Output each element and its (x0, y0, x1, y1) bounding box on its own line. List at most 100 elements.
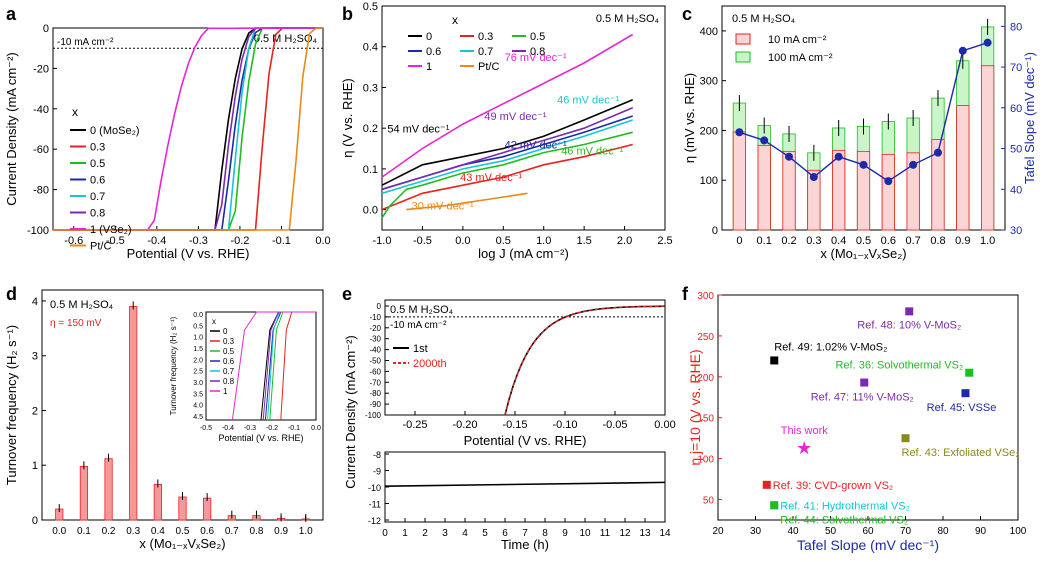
panel-a-x-ticklabel: -0.4 (147, 235, 166, 247)
panel-b-x-ticklabel: -1.0 (373, 235, 392, 247)
panel-c-bar-10 (757, 144, 771, 231)
panel-a-y-ticklabel: -80 (33, 185, 49, 197)
panel-f-x-ticklabel: 40 (787, 526, 799, 537)
panel-b-y-ticklabel: 0.4 (363, 42, 378, 54)
panel-e-xlabel: Time (h) (501, 537, 549, 552)
panel-e-bottom-x-ticklabel: 0 (382, 528, 388, 539)
panel-d-x-ticklabel: 0.0 (52, 526, 66, 537)
panel-d-y-ticklabel: 2 (32, 405, 38, 417)
panel-e-bottom-x-ticklabel: 9 (562, 528, 568, 539)
panel-d-inset-xlabel: Potential (V vs. RHE) (218, 433, 303, 443)
panel-f-point-label: Ref. 44: Solvothermal VS₂ (780, 514, 908, 526)
panel-d-inset-yticklabel: 1.0 (193, 335, 203, 342)
panel-a-legend-item: 1 (VSe₂) (90, 224, 132, 236)
panel-d-bar (104, 458, 113, 521)
panel-d-annotation: 0.5 M H₂SO₄ (50, 299, 114, 311)
panel-b-tafel-label: 46 mV dec⁻¹ (561, 146, 623, 158)
panel-b-legend-title: x (452, 13, 458, 27)
panel-e-ylabel: Current Density (mA cm⁻²) (343, 335, 358, 489)
panel-c-tafel-point (735, 128, 744, 137)
panel-c-bar-10 (906, 152, 920, 231)
panel-c-y2-ticklabel: 80 (1010, 21, 1022, 33)
panel-c-bar-10 (732, 131, 746, 231)
panel-c-tafel-point (785, 152, 794, 161)
panel-a-y-ticklabel: 0 (43, 23, 49, 35)
panel-e-top-y-ticklabel: -20 (369, 324, 381, 333)
panel-e-annotation: 0.5 M H₂SO₄ (390, 304, 454, 316)
panel-c-x-ticklabel: 1.0 (980, 235, 995, 247)
panel-c-tafel-point (958, 46, 967, 55)
panel-c-y-ticklabel: 200 (700, 125, 718, 137)
panel-f-x-ticklabel: 80 (937, 526, 949, 537)
panel-a-x-ticklabel: -0.6 (64, 235, 83, 247)
panel-b-series-0 (381, 98, 634, 186)
panel-d-y-ticklabel: 1 (32, 460, 38, 472)
panel-f-y-ticklabel: 50 (703, 496, 715, 507)
panel-d-inset-series-6 (231, 311, 316, 421)
panel-a-xlabel: Potential (V vs. RHE) (127, 246, 250, 261)
panel-a-x-ticklabel: -0.5 (106, 235, 125, 247)
panel-f-point-square (965, 368, 974, 377)
panel-f-point-label: Ref. 49: 1.02% V-MoS₂ (774, 341, 887, 353)
panel-c-x-ticklabel: 0.3 (806, 235, 821, 247)
panel-b-legend-item: 0.8 (530, 46, 545, 58)
panel-a-legend-title: x (72, 105, 78, 119)
panel-e-bottom-x-ticklabel: 12 (619, 528, 631, 539)
panel-a-legend-item: 0 (MoSe₂) (90, 125, 140, 137)
panel-c-bar-10 (807, 169, 821, 231)
panel-a-x-ticklabel: -0.2 (230, 235, 249, 247)
panel-b-legend-item: 0.5 (530, 31, 545, 43)
panel-a-legend-item: 0.7 (90, 191, 105, 203)
panel-f-point-square (961, 389, 970, 398)
panel-b-x-ticklabel: -0.5 (413, 235, 432, 247)
panel-c-y-ticklabel: 0 (712, 225, 718, 237)
panel-d-inset-legend-item: 0.7 (223, 367, 235, 376)
panel-f-point-square (901, 434, 910, 443)
panel-label-c: c (682, 4, 692, 24)
panel-e-bottom-x-ticklabel: 3 (442, 528, 448, 539)
panel-e-legend-item: 2000th (413, 358, 447, 370)
panel-e-bottom-y-ticklabel: -8 (373, 450, 381, 460)
panel-a-x-ticklabel: -0.3 (189, 235, 208, 247)
panel-a-y-ticklabel: -40 (33, 104, 49, 116)
panel-d-inset-legend-item: 0.5 (223, 347, 235, 356)
panel-e-bottom-x-ticklabel: 7 (522, 528, 528, 539)
panel-e-curve-1st (504, 305, 666, 416)
panel-c-tafel-point (933, 148, 942, 157)
panel-b-series-1 (381, 143, 633, 211)
panel-d-x-ticklabel: 0.7 (225, 526, 239, 537)
panel-e-top-y-ticklabel: -50 (369, 357, 381, 366)
panel-e-bottom-x-ticklabel: 1 (402, 528, 408, 539)
panel-a-x-ticklabel: -0.1 (272, 235, 291, 247)
panel-e-bottom-x-ticklabel: 4 (462, 528, 468, 539)
panel-b-y-ticklabel: 0.0 (363, 205, 378, 217)
panel-d-x-ticklabel: 0.9 (274, 526, 288, 537)
panel-a-legend-item: 0.8 (90, 208, 105, 220)
panel-f-y-ticklabel: 300 (697, 291, 714, 302)
panel-f-x-ticklabel: 30 (750, 526, 762, 537)
panel-d-bar (203, 497, 212, 521)
panel-b-xlabel: log J (mA cm⁻²) (478, 246, 569, 261)
panel-label-b: b (342, 4, 353, 24)
panel-d-sub-annotation: η = 150 mV (50, 318, 102, 329)
panel-c-legend-swatch (735, 51, 751, 63)
panel-d-y-ticklabel: 4 (32, 296, 38, 308)
panel-b-series-2 (381, 131, 633, 219)
panel-c-x-ticklabel: 0.5 (856, 235, 871, 247)
panel-b-tafel-label: 43 mV dec⁻¹ (460, 172, 522, 184)
panel-d-inset-series-3 (264, 311, 316, 421)
panel-d-inset-legend-item: 0.6 (223, 357, 235, 366)
panel-f-point-label: Ref. 47: 11% V-MoS₂ (811, 392, 914, 404)
panel-label-f: f (682, 284, 689, 304)
panel-f-y-ticklabel: 250 (697, 332, 714, 343)
panel-f-x-ticklabel: 90 (975, 526, 987, 537)
panel-c-bar-10 (832, 149, 846, 231)
panel-b-tafel-label: 46 mV dec⁻¹ (557, 95, 619, 107)
panel-d-x-ticklabel: 1.0 (299, 526, 313, 537)
panel-d-inset-yticklabel: 3.0 (193, 380, 203, 387)
panel-e-top-x-ticklabel: -0.05 (602, 419, 627, 431)
panel-e-chrono-line (384, 481, 666, 487)
panel-e-top-y-ticklabel: -30 (369, 335, 381, 344)
panel-f-xlabel: Tafel Slope (mV dec⁻¹) (797, 537, 939, 553)
panel-c-y2-ticklabel: 30 (1010, 225, 1022, 237)
